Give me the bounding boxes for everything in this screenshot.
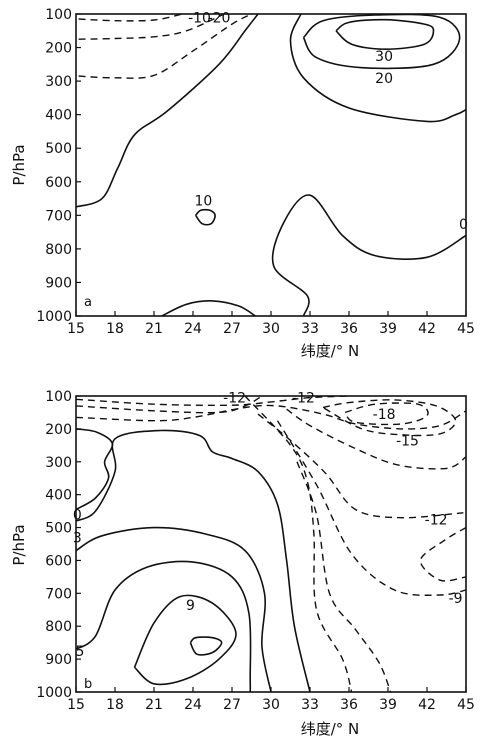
- panel-a-x-tick-label-4: 27: [223, 321, 241, 337]
- panel-a-contour-line-0: [78, 13, 183, 22]
- panel-a-contour-label-5: 0: [459, 217, 468, 233]
- panel-b-contour-label-1: -12: [292, 391, 315, 407]
- panel-b-y-tick-label-4: 500: [45, 521, 72, 537]
- panel-b-y-tick-label-7: 800: [45, 619, 72, 635]
- panel-b-x-tick-label-10: 45: [457, 697, 475, 713]
- panel-b-contour-line-9: [296, 461, 392, 693]
- panel-a-contour-line-4: [289, 13, 467, 123]
- panel-a-frame: [75, 13, 467, 317]
- panel-a-x-tick-label-10: 45: [457, 321, 475, 337]
- panel-b-contour-line-13: [75, 526, 272, 693]
- panel-a-y-tick-label-0: 100: [45, 7, 72, 23]
- panel-b-contour-label-0: -12: [223, 391, 246, 407]
- panel-b-contour-line-1: [75, 395, 263, 414]
- panel-b-y-tick-label-8: 900: [45, 652, 72, 668]
- panel-b-x-tick-label-1: 18: [106, 697, 124, 713]
- panel-a-y-tick-label-5: 600: [45, 175, 72, 191]
- panel-b-contour-label-4: -12: [425, 512, 448, 528]
- panel-a-label: a: [84, 295, 92, 310]
- panel-b-axis-ticks: 15 18 21 24 27 30 33 36 39 42 45100200300400500600…: [36, 389, 475, 713]
- panel-b-x-tick-label-9: 42: [418, 697, 436, 713]
- panel-b-contour-line-11: [75, 428, 114, 511]
- panel-a-contour-label-2: 30: [375, 49, 393, 65]
- panel-b-x-tick-label-2: 21: [145, 697, 163, 713]
- panel-a-y-tick-label-1: 200: [45, 41, 72, 57]
- panel-b-x-tick-label-8: 39: [379, 697, 397, 713]
- panel-b-contour-label-6: 0: [73, 507, 82, 523]
- panel-b-contour-line-8: [276, 420, 467, 596]
- panel-a-contour-line-8: [302, 13, 461, 70]
- panel-a-ylabel: P/hPa: [10, 144, 28, 185]
- panel-b-y-tick-label-1: 200: [45, 422, 72, 438]
- panel-b-contour-line-6: [257, 413, 464, 519]
- panel-b-contour-label-9: 9: [186, 598, 195, 614]
- panel-b-contour-line-15: [133, 594, 237, 686]
- panel-b-contours: -12 -12 -18-15 -12 -9 0 3 5 9: [73, 391, 467, 693]
- panel-b-contour-line-14: [75, 560, 252, 693]
- panel-b-contour-label-3: -15: [396, 433, 419, 449]
- panel-a-x-tick-label-5: 30: [262, 321, 280, 337]
- panel-a-contour-label-4: 10: [194, 193, 212, 209]
- panel-b-contour-label-8: 5: [75, 644, 84, 660]
- panel-b-y-tick-label-9: 1000: [36, 685, 72, 701]
- panel-a-y-tick-label-7: 800: [45, 242, 72, 258]
- panel-a-contour-line-6: [161, 300, 256, 317]
- panel-a-x-tick-label-6: 33: [301, 321, 319, 337]
- panel-a-contour-line-7: [194, 208, 216, 226]
- panel-b-contour-line-12: [75, 429, 311, 693]
- panel-a-contours: -20-10 30 20 10 0: [75, 10, 468, 317]
- panel-b-contour-line-10: [244, 395, 353, 693]
- panel-b-contour-line-2: [75, 404, 467, 430]
- panel-b-label: b: [84, 677, 92, 692]
- panel-b-contour-line-7: [419, 526, 467, 582]
- panel-a-xlabel: 纬度/° N: [301, 342, 360, 360]
- panel-a-x-tick-label-1: 18: [106, 321, 124, 337]
- panel-a-contour-line-5: [271, 194, 467, 317]
- panel-b-y-tick-label-0: 100: [45, 389, 72, 405]
- panel-a-contour-line-9: [335, 18, 435, 51]
- panel-a-x-tick-label-8: 39: [379, 321, 397, 337]
- panel-a-contour-line-3: [75, 13, 259, 208]
- panel-a-x-tick-label-2: 21: [145, 321, 163, 337]
- panel-b-xlabel: 纬度/° N: [301, 720, 360, 738]
- panel-a-x-tick-label-9: 42: [418, 321, 436, 337]
- panel-a-x-tick-label-3: 24: [184, 321, 202, 337]
- panel-a-y-tick-label-9: 1000: [36, 309, 72, 325]
- panel-a-axis-ticks: 15 18 21 24 27 30 33 36 39 42 45100200300400500600…: [36, 7, 475, 337]
- panel-a-contour-line-2: [78, 13, 252, 79]
- panel-a-y-tick-label-6: 700: [45, 208, 72, 224]
- panel-a-contour-label-0: -20: [208, 10, 231, 26]
- panel-a-y-tick-label-2: 300: [45, 74, 72, 90]
- panel-b-contour-label-5: -9: [449, 591, 463, 607]
- panel-a-y-tick-label-3: 400: [45, 108, 72, 124]
- panel-b-y-tick-label-6: 700: [45, 586, 72, 602]
- panel-b-plot: -12 -12 -18-15 -12 -9 0 3 5 9 15 18 21 24 27 30 33 36 39…: [10, 389, 475, 738]
- panel-a-y-tick-label-4: 500: [45, 141, 72, 157]
- panel-b-y-tick-label-3: 400: [45, 488, 72, 504]
- panel-b-contour-line-3: [322, 399, 457, 437]
- panel-b-x-tick-label-0: 15: [67, 697, 85, 713]
- panel-b-y-tick-label-5: 600: [45, 553, 72, 569]
- panel-b-y-tick-label-2: 300: [45, 455, 72, 471]
- panel-b-contour-line-16: [189, 636, 223, 656]
- panel-b-x-tick-label-3: 24: [184, 697, 202, 713]
- panel-b-x-tick-label-4: 27: [223, 697, 241, 713]
- panel-b-x-tick-label-7: 36: [340, 697, 358, 713]
- panel-a-x-tick-label-0: 15: [67, 321, 85, 337]
- panel-a-x-tick-label-7: 36: [340, 321, 358, 337]
- panel-a-contour-line-1: [78, 13, 225, 40]
- panel-a-contour-label-1: -10: [188, 10, 211, 26]
- panel-b-contour-label-2: -18: [373, 407, 396, 423]
- panel-b-ylabel: P/hPa: [10, 524, 28, 565]
- panel-a-contour-label-3: 20: [375, 71, 393, 87]
- panel-b-x-tick-label-6: 33: [301, 697, 319, 713]
- panel-b-x-tick-label-5: 30: [262, 697, 280, 713]
- panel-b-contour-label-7: 3: [73, 530, 82, 546]
- panel-b-contour-line-5: [286, 408, 467, 470]
- panel-a-y-tick-label-8: 900: [45, 275, 72, 291]
